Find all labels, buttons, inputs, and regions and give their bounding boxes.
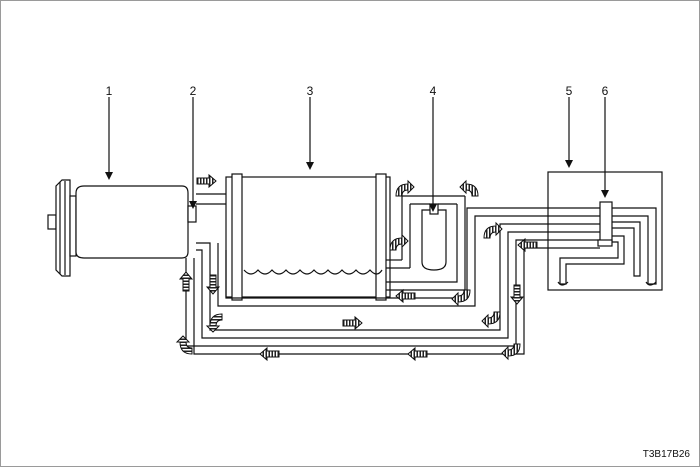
flow-arrow xyxy=(179,271,193,292)
callout-4: 4 xyxy=(430,84,437,98)
flow-arrow xyxy=(517,238,538,252)
callout-2: 2 xyxy=(190,84,197,98)
pump-unit xyxy=(47,179,197,277)
curve-arrow xyxy=(389,234,409,251)
flow-arrow xyxy=(259,347,280,361)
curve-arrow xyxy=(176,335,193,355)
callout-3: 3 xyxy=(307,84,314,98)
callout-1: 1 xyxy=(106,84,113,98)
figure-code: T3B17B26 xyxy=(643,449,691,460)
flow-arrow xyxy=(510,284,524,305)
curve-arrow xyxy=(451,289,471,306)
reservoir-tank xyxy=(225,173,391,301)
filter-unit xyxy=(386,195,466,280)
curve-arrow xyxy=(483,222,503,239)
steering-gear-housing xyxy=(547,171,663,291)
flow-arrow xyxy=(342,316,363,330)
curve-arrow xyxy=(459,180,479,197)
flow-arrow xyxy=(206,274,220,295)
curve-arrow xyxy=(395,180,415,197)
callout-5: 5 xyxy=(566,84,573,98)
curve-arrow xyxy=(206,313,223,333)
curve-arrow xyxy=(481,311,501,328)
flow-arrow xyxy=(196,174,217,188)
callout-6: 6 xyxy=(602,84,609,98)
flow-arrow xyxy=(395,289,416,303)
flow-arrow xyxy=(407,347,428,361)
